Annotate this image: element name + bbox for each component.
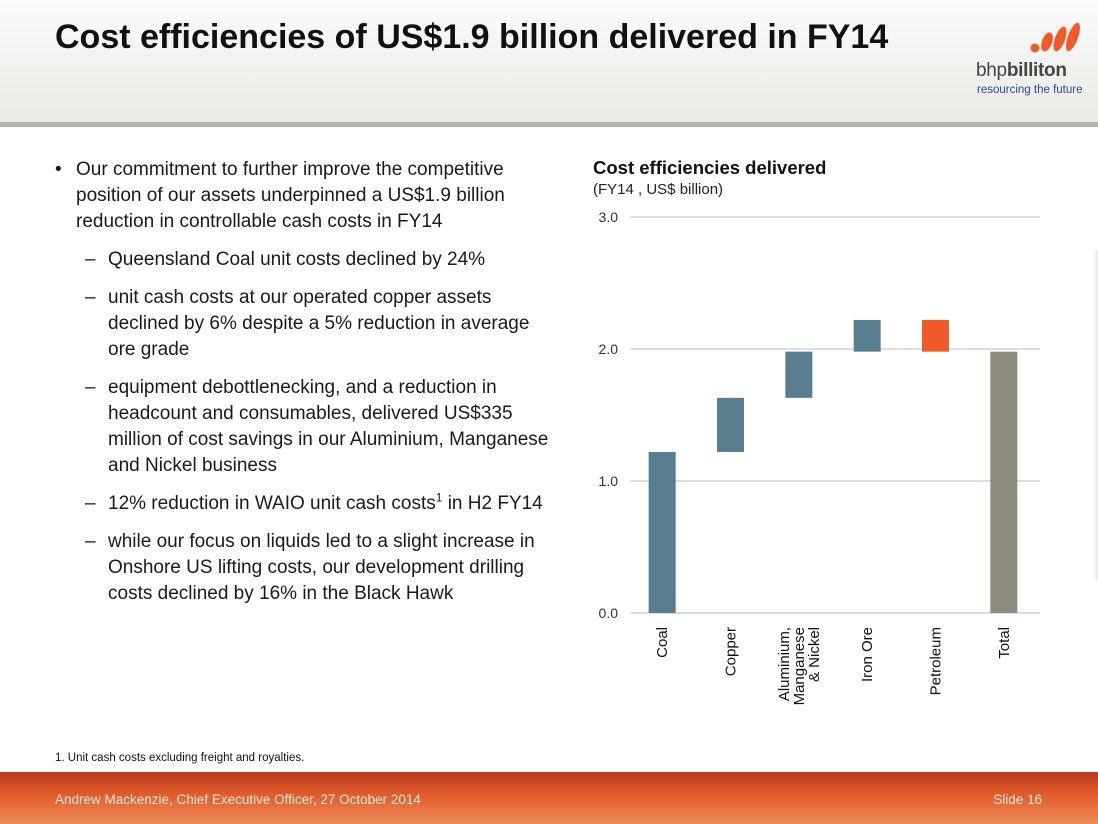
x-tick-label: Coal [654,627,671,658]
waterfall-bar [717,397,744,452]
x-tick-label: Copper [723,627,740,676]
slide-title: Cost efficiencies of US$1.9 billion deli… [55,18,889,56]
sub-bullet: Queensland Coal unit costs declined by 2… [55,247,555,273]
bullet-main: Our commitment to further improve the co… [55,157,555,235]
x-tick-label: Total [996,627,1013,659]
sub-bullet: unit cash costs at our operated copper a… [55,285,555,363]
sub-bullet: equipment debottlenecking, and a reducti… [55,375,555,479]
slide-number: Slide 16 [993,792,1042,807]
y-tick-label: 2.0 [599,341,619,357]
header-divider [0,122,1098,127]
x-tick-label-line: Iron Ore [859,627,876,682]
x-tick-label-line: Petroleum [928,627,945,695]
bullet-list: Our commitment to further improve the co… [55,157,555,619]
sub-bullet-text-after: in H2 FY14 [442,493,543,514]
header-band [0,0,1098,122]
x-tick-label: Iron Ore [859,627,876,682]
x-tick-label: Petroleum [928,627,945,695]
waterfall-bar [853,319,881,352]
x-tick-label-line: & Nickel [806,627,823,682]
waterfall-bar [648,451,676,613]
logo-wordmark: bhpbilliton [976,60,1067,81]
y-tick-label: 1.0 [599,473,619,489]
x-tick-label-line: Total [996,627,1013,659]
presenter-credit: Andrew Mackenzie, Chief Executive Office… [55,792,421,807]
x-tick-label-line: Coal [654,627,671,658]
sub-bullet-text: 12% reduction in WAIO unit cash costs [108,493,436,514]
footer-band: Andrew Mackenzie, Chief Executive Office… [0,772,1098,824]
x-tick-label-line: Manganese [791,627,808,705]
x-tick-label-line: Aluminium, [776,627,793,701]
sub-bullet: while our focus on liquids led to a slig… [55,529,555,607]
chart-subtitle: (FY14 , US$ billion) [593,181,724,198]
waterfall-chart: 0.0 1.0 2.0 3.0 Coal Copper Aluminium,Manganes… [599,209,1040,705]
footnote-ref: 1 [435,490,443,505]
chart-title: Cost efficiencies delivered [593,157,827,178]
y-tick-label: 3.0 [599,209,619,225]
waterfall-bar [785,351,813,398]
x-tick-label-line: Copper [723,627,740,676]
logo-tagline: resourcing the future [977,84,1083,96]
waterfall-bar [990,351,1018,613]
slide-edge-shadow [1092,250,1098,580]
sub-bullet: 12% reduction in WAIO unit cash costs1 i… [55,491,555,517]
x-tick-label: Aluminium,Manganese& Nickel [776,627,823,705]
bhp-billiton-logo: bhpbilliton resourcing the future [972,22,1082,102]
footnote: 1. Unit cash costs excluding freight and… [55,752,305,764]
y-tick-label: 0.0 [599,605,619,621]
logo-mark-icon [1030,22,1080,53]
waterfall-bar [922,319,949,352]
